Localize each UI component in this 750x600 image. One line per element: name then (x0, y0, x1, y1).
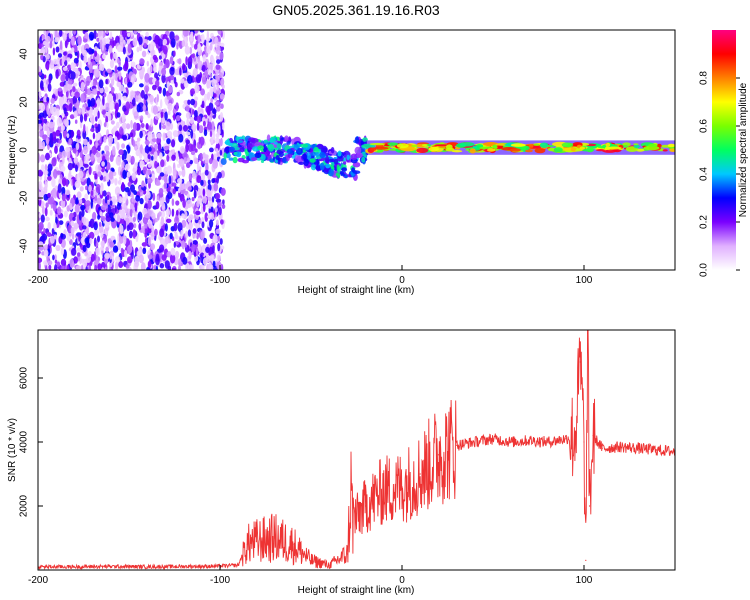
snr-point (346, 553, 348, 555)
snr-point (419, 473, 421, 475)
spectrogram-x-tick-label: -100 (210, 275, 230, 286)
snr-point (601, 447, 603, 449)
snr-point (352, 521, 354, 523)
snr-point (73, 566, 75, 568)
snr-point (528, 439, 531, 441)
snr-point (547, 441, 549, 443)
colorbar-gradient (712, 30, 736, 270)
spectrogram-y-tick-label: 0 (19, 147, 30, 153)
snr-x-tick-label: 100 (576, 575, 593, 586)
spectrogram-region-2 (220, 134, 369, 181)
snr-y-tick-label: 2000 (19, 494, 30, 517)
snr-point (437, 454, 439, 456)
snr-point (274, 537, 276, 539)
snr-point (237, 564, 239, 566)
snr-point (579, 361, 582, 363)
snr-point (587, 332, 589, 334)
snr-point (510, 441, 512, 443)
snr-x-tick-label: -100 (210, 575, 230, 586)
spectrogram-region-3 (361, 140, 675, 155)
snr-point (350, 489, 352, 491)
snr-point (292, 543, 294, 546)
colorbar-tick-label: 0.6 (699, 119, 710, 133)
colorbar: 0.0 0.2 0.4 0.6 0.8 Normalized spectral ampl… (699, 30, 749, 277)
spectrogram-x-tick-label: 100 (576, 275, 593, 286)
snr-point (492, 438, 494, 440)
snr-panel: -200 -100 0 100 2000 4000 6000 Height of strai… (7, 329, 676, 596)
spectrogram-y-axis-title: Frequency (Hz) (7, 116, 18, 185)
snr-point (565, 438, 567, 440)
snr-point (383, 489, 385, 491)
snr-y-axis-title: SNR (10 * v/v) (7, 418, 18, 482)
snr-point (146, 566, 148, 568)
snr-point (585, 559, 587, 562)
snr-point (110, 565, 112, 568)
snr-point (255, 540, 257, 542)
spectrogram-x-tick-label: -200 (28, 275, 48, 286)
snr-point (588, 505, 591, 507)
colorbar-tick-label: 0.2 (699, 215, 710, 229)
spectrogram-y-tick-label: 20 (19, 96, 30, 108)
spectrogram-x-tick-label: 0 (399, 275, 405, 286)
snr-point (365, 505, 367, 507)
snr-point (456, 444, 458, 446)
spectrogram-y-tick-label: -20 (19, 190, 30, 205)
snr-x-tick-label: 0 (399, 575, 405, 586)
snr-point (328, 564, 330, 566)
snr-y-tick-label: 6000 (19, 366, 30, 389)
snr-x-tick-label: -200 (28, 575, 48, 586)
snr-point (310, 559, 312, 562)
snr-point (592, 435, 594, 437)
spectrogram-x-axis-title: Height of straight line (km) (298, 285, 415, 296)
snr-frame (37, 329, 676, 571)
spectrogram-y-tick-label: -40 (19, 238, 30, 253)
colorbar-title: Normalized spectral amplitude (738, 82, 749, 217)
snr-point (638, 447, 640, 449)
snr-point (656, 449, 658, 451)
spectrogram-y-tick-label: 40 (19, 48, 30, 60)
colorbar-tick-label: 0.4 (699, 167, 710, 181)
snr-series-line (38, 330, 675, 570)
snr-point (619, 446, 622, 448)
snr-point (583, 441, 585, 443)
colorbar-tick-label: 0.0 (699, 263, 710, 277)
spectrogram-region-1 (38, 30, 226, 270)
snr-point (246, 543, 248, 546)
snr-x-axis-title: Height of straight line (km) (298, 585, 415, 596)
colorbar-tick-label: 0.8 (699, 71, 710, 85)
snr-point (474, 441, 476, 443)
snr-point (183, 565, 185, 568)
snr-point (574, 435, 576, 437)
snr-y-tick-label: 4000 (19, 430, 30, 453)
snr-point (401, 486, 403, 488)
figure-title: GN05.2025.361.19.16.R03 (272, 2, 440, 18)
